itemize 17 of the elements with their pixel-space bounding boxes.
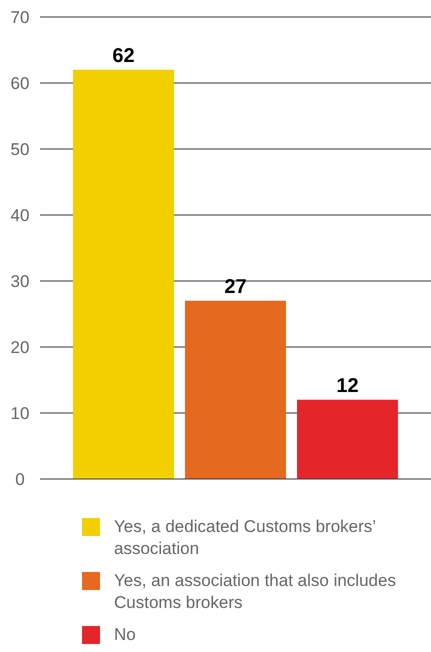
- y-tick-label: 10: [10, 404, 30, 424]
- legend-label: Yes, a dedicated Customs brokers’ association: [114, 516, 376, 560]
- bar: [73, 70, 174, 479]
- y-tick-label: 50: [10, 140, 30, 160]
- y-tick-label: 60: [10, 74, 30, 94]
- data-label: 27: [224, 276, 247, 298]
- y-tick-label: 0: [15, 470, 25, 490]
- y-tick-label: 20: [10, 338, 30, 358]
- y-tick-label: 40: [10, 206, 30, 226]
- legend-label: Yes, an association that also includes Customs brokers: [114, 570, 397, 614]
- legend-label: No: [114, 624, 136, 646]
- bar: [297, 400, 398, 479]
- bar: [185, 300, 286, 479]
- y-tick-label: 70: [10, 8, 30, 28]
- y-tick-label: 30: [10, 272, 30, 292]
- data-label: 12: [336, 374, 359, 397]
- data-label: 62: [112, 44, 135, 67]
